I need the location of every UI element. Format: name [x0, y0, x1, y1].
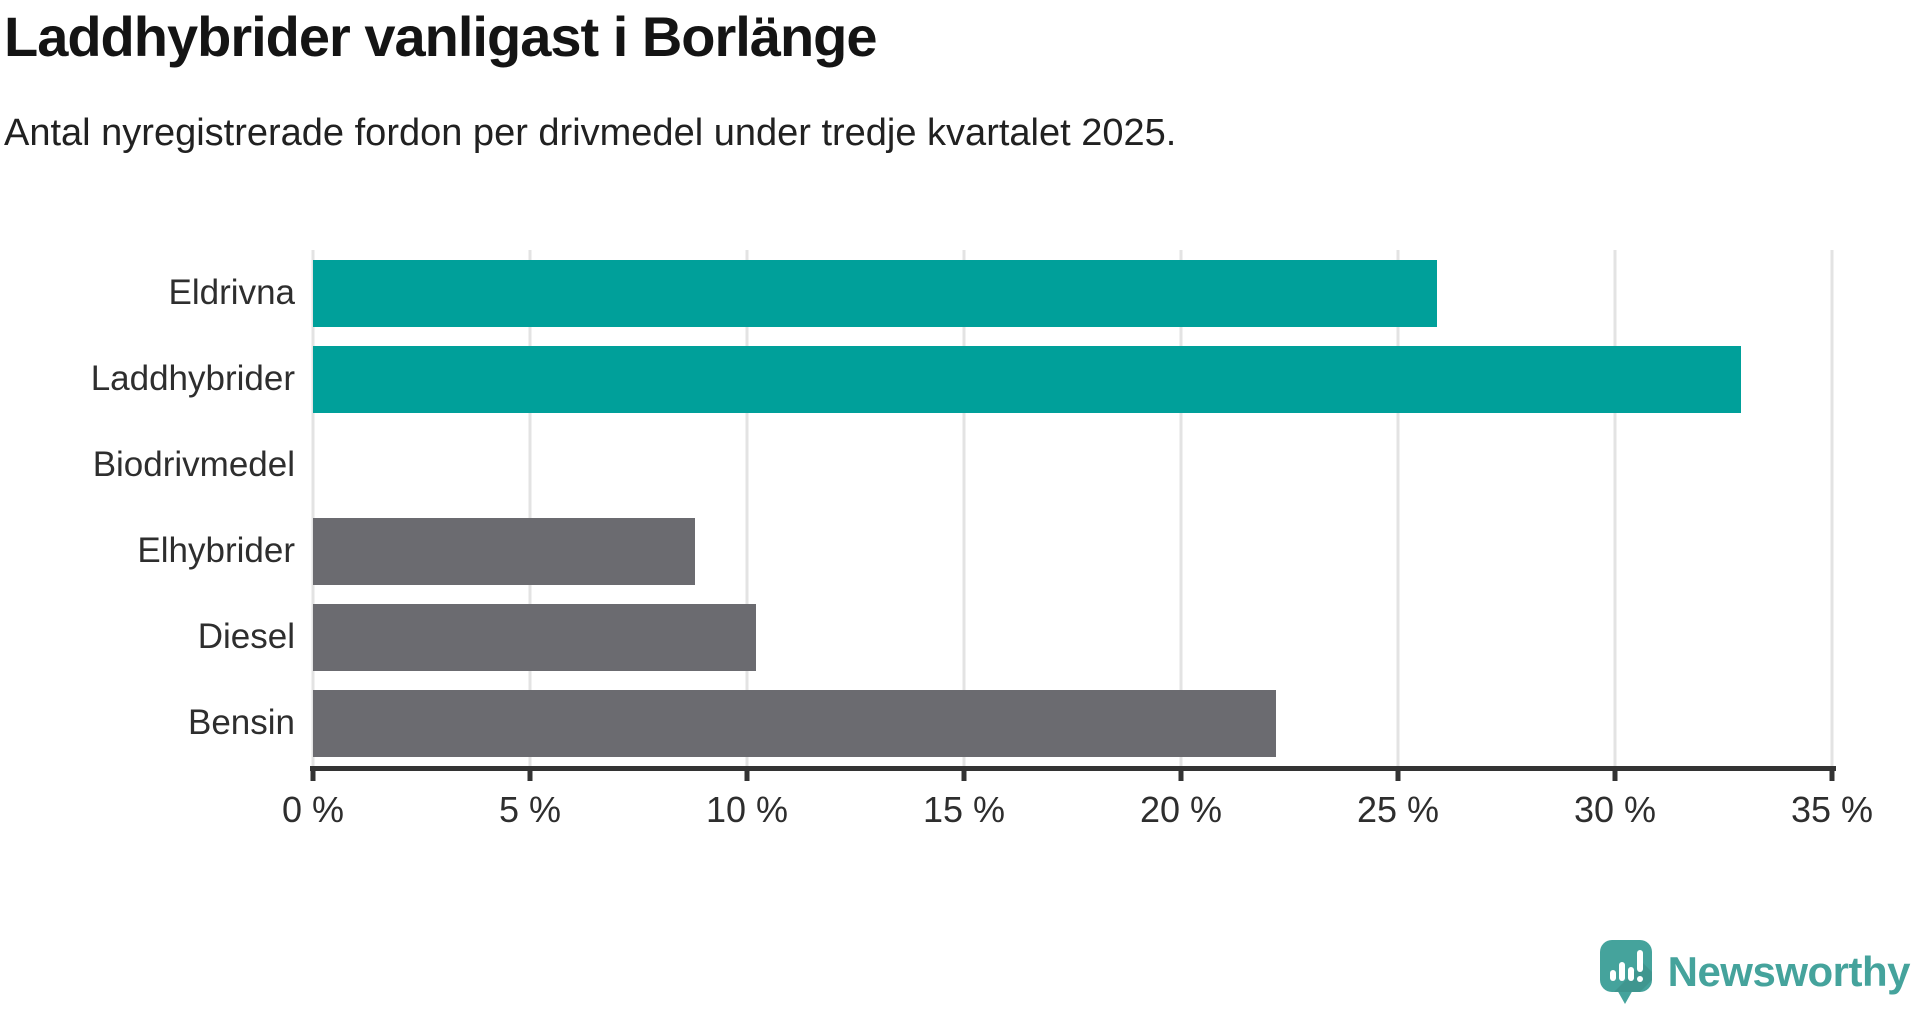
gridline-5 [528, 250, 532, 766]
x-tick-label-0: 0 % [281, 789, 345, 830]
x-tick-mark-20 [1178, 770, 1184, 781]
gridline-25 [1396, 250, 1400, 766]
x-tick-mark-35 [1829, 770, 1835, 781]
x-tick-mark-5 [527, 770, 533, 781]
gridline-20 [1179, 250, 1183, 766]
x-tick-label-15: 15 % [922, 789, 1006, 830]
newsworthy-brand-text: Newsworthy [1667, 948, 1911, 995]
bar-row-biodrivmedel: Biodrivmedel [93, 422, 1832, 508]
chart-subtitle: Antal nyregistrerade fordon per drivmede… [4, 112, 1177, 154]
category-label-biodrivmedel: Biodrivmedel [92, 445, 295, 484]
bar-laddhybrider [313, 346, 1741, 413]
category-label-diesel: Diesel [197, 617, 295, 656]
bar-elhybrider [313, 518, 695, 585]
gridline-15 [962, 250, 966, 766]
x-tick-label-25: 25 % [1356, 789, 1440, 830]
bar-chart-plot-area: 0 % 5 % 10 % 15 % 20 % 25 % 30 % 35 % Eldrivna La… [91, 250, 1873, 830]
x-tick-mark-10 [744, 770, 750, 781]
x-tick-mark-25 [1395, 770, 1401, 781]
x-axis-line [310, 766, 1836, 771]
bar-diesel [313, 604, 756, 671]
newsworthy-logo: Newsworthy [1599, 940, 1911, 1004]
gridline-0 [311, 250, 315, 766]
x-tick-label-20: 20 % [1139, 789, 1223, 830]
chart-title: Laddhybrider vanligast i Borlänge [4, 5, 878, 68]
gridline-30 [1613, 250, 1617, 766]
x-tick-label-10: 10 % [705, 789, 789, 830]
gridline-10 [745, 250, 749, 766]
x-tick-mark-15 [961, 770, 967, 781]
category-label-eldrivna: Eldrivna [168, 273, 295, 312]
x-tick-mark-0 [310, 770, 316, 781]
bar-row-bensin: Bensin [188, 680, 1832, 766]
gridline-35 [1830, 250, 1834, 766]
x-tick-label-35: 35 % [1790, 789, 1874, 830]
newsworthy-speech-bubble-chart-icon [1599, 940, 1652, 1004]
bar-row-diesel: Diesel [198, 594, 1832, 680]
bar-eldrivna [313, 260, 1438, 327]
x-tick-label-5: 5 % [498, 789, 562, 830]
category-label-bensin: Bensin [187, 703, 295, 742]
bar-bensin [313, 690, 1277, 757]
category-label-elhybrider: Elhybrider [137, 531, 295, 570]
bar-row-laddhybrider: Laddhybrider [91, 336, 1832, 422]
x-tick-label-30: 30 % [1573, 789, 1657, 830]
category-label-laddhybrider: Laddhybrider [90, 359, 295, 398]
x-tick-mark-30 [1612, 770, 1618, 781]
bar-row-eldrivna: Eldrivna [169, 250, 1832, 336]
bar-row-elhybrider: Elhybrider [137, 508, 1832, 594]
